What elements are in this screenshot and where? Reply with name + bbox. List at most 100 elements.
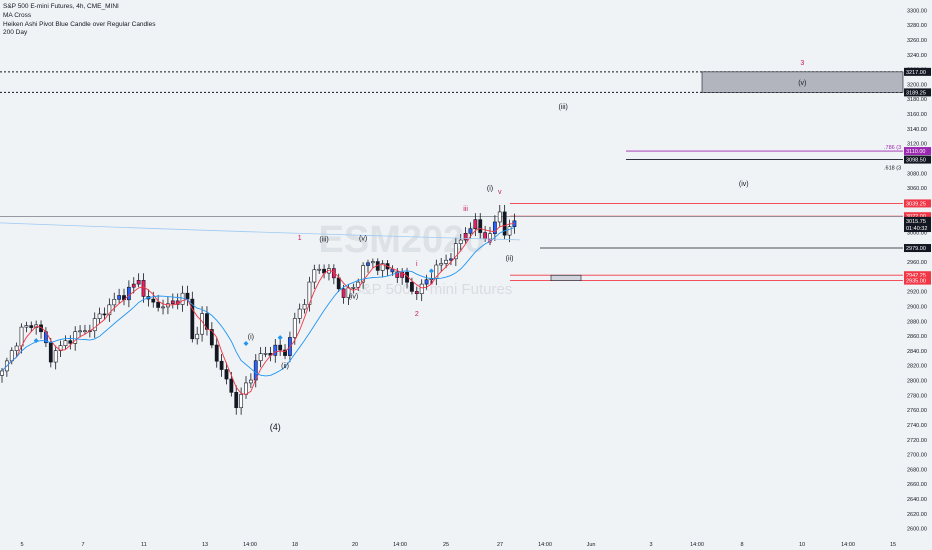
ma-200-line bbox=[0, 222, 521, 241]
candle bbox=[453, 237, 458, 267]
candle bbox=[92, 312, 97, 338]
ma-layer bbox=[0, 222, 521, 395]
price-label-badge: 2979.00 bbox=[904, 244, 931, 253]
price-label-bg bbox=[904, 88, 931, 97]
price-tick-label: 2840.00 bbox=[907, 349, 927, 355]
candle-body bbox=[239, 394, 244, 409]
candle-body bbox=[131, 283, 136, 288]
time-tick-label: 14:00 bbox=[538, 542, 552, 548]
fib-label: .618 (3 bbox=[884, 166, 901, 172]
price-label-bg bbox=[904, 147, 931, 156]
price-axis[interactable]: 2600.00 2620.00 2640.00 2660.00 2680.00 2700.… bbox=[904, 8, 931, 533]
candle-body bbox=[112, 299, 117, 306]
candle-body bbox=[24, 325, 29, 328]
price-label-badge: 2935.00 bbox=[904, 276, 931, 285]
wave-label: (iv) bbox=[739, 181, 749, 188]
price-tick-label: 2920.00 bbox=[907, 290, 927, 296]
candle-body bbox=[424, 279, 429, 285]
candle-body bbox=[302, 304, 307, 310]
wave-label: (4) bbox=[270, 422, 281, 432]
candle bbox=[239, 387, 244, 415]
time-tick-label: 3 bbox=[649, 542, 652, 548]
candle-body bbox=[19, 326, 24, 347]
indicator-ma-cross[interactable]: MA Cross bbox=[3, 11, 32, 19]
indicator-200-day[interactable]: 200 Day bbox=[3, 29, 28, 37]
candle-body bbox=[317, 268, 322, 271]
candle bbox=[463, 227, 468, 244]
candle bbox=[156, 294, 161, 312]
candle-body bbox=[502, 211, 507, 236]
candle-body bbox=[14, 345, 19, 351]
price-label-bg bbox=[904, 224, 931, 233]
price-label-text: 3110.00 bbox=[906, 149, 925, 155]
price-tick-label: 2780.00 bbox=[907, 393, 927, 399]
candle-body bbox=[273, 344, 278, 356]
time-tick-label: 27 bbox=[497, 542, 503, 548]
price-label-bg bbox=[904, 276, 931, 285]
candle bbox=[234, 385, 239, 415]
ma-cross-marker bbox=[277, 335, 283, 341]
price-label-badge: 3189.25 bbox=[904, 88, 931, 97]
candle-body bbox=[141, 280, 146, 297]
candle bbox=[53, 345, 58, 370]
candle-body bbox=[209, 329, 214, 346]
candle bbox=[273, 338, 278, 363]
chart-title[interactable]: S&P 500 E-mini Futures, 4h, CME_MINI bbox=[3, 3, 119, 10]
candle bbox=[370, 258, 375, 268]
candle bbox=[248, 373, 253, 389]
price-tick-label: 3300.00 bbox=[907, 8, 927, 14]
candle-body bbox=[414, 291, 419, 295]
wave-label: (ii) bbox=[506, 256, 514, 263]
candle-body bbox=[102, 313, 107, 316]
price-tick-label: 2620.00 bbox=[907, 512, 927, 518]
price-tick-label: 2880.00 bbox=[907, 319, 927, 325]
candle bbox=[492, 215, 497, 241]
wave-label: v bbox=[498, 189, 502, 196]
price-label-badge: 3039.25 bbox=[904, 199, 931, 208]
price-tick-label: 3080.00 bbox=[907, 171, 927, 177]
price-label-text: 2979.00 bbox=[906, 246, 926, 252]
candle bbox=[68, 335, 73, 350]
candle bbox=[458, 234, 463, 251]
candle-body bbox=[68, 340, 73, 344]
price-label-bg bbox=[904, 67, 931, 76]
candle-body bbox=[468, 228, 473, 234]
time-axis[interactable]: 5 7 11 13 14:00 18 20 14:00 25 27 14:00 Jun 3 14:00 8 1… bbox=[20, 542, 896, 548]
candle-body bbox=[312, 269, 317, 283]
candle-body bbox=[278, 344, 283, 351]
chart-legend: S&P 500 E-mini Futures, 4h, CME_MINI MA … bbox=[3, 3, 155, 38]
candle bbox=[302, 299, 307, 314]
price-label-bg bbox=[904, 199, 931, 208]
candle-body bbox=[507, 226, 512, 236]
candle bbox=[263, 346, 268, 358]
price-label-text: 2942.25 bbox=[906, 273, 926, 279]
candle bbox=[190, 291, 195, 343]
wave-label: (iii) bbox=[319, 236, 328, 243]
candle-body bbox=[283, 349, 287, 356]
price-tick-label: 2960.00 bbox=[907, 260, 927, 266]
levels-layer: .786 (3 .618 (3 bbox=[0, 71, 904, 282]
candle-body bbox=[492, 221, 497, 234]
wave-label: iii bbox=[463, 206, 468, 213]
indicator-heiken-ashi[interactable]: Heiken Ashi Pivot Blue Candle over Regul… bbox=[3, 20, 156, 28]
candle-body bbox=[107, 304, 112, 316]
candle-body bbox=[483, 232, 488, 240]
time-tick-label: 14:00 bbox=[841, 542, 855, 548]
candle-body bbox=[463, 232, 468, 241]
price-tick-label: 3060.00 bbox=[907, 186, 927, 192]
price-tick-label: 2680.00 bbox=[907, 467, 927, 473]
ma-slow-line bbox=[1, 227, 515, 377]
price-tick-label: 3280.00 bbox=[907, 23, 927, 29]
candle-body bbox=[263, 353, 268, 355]
candle bbox=[102, 307, 107, 320]
price-tick-label: 2700.00 bbox=[907, 453, 927, 459]
wave-label: 1 bbox=[298, 235, 302, 242]
time-tick-label: 8 bbox=[740, 542, 743, 548]
wave-label: ii bbox=[430, 279, 434, 286]
candle bbox=[78, 325, 82, 338]
candle-body bbox=[48, 342, 53, 363]
candle bbox=[170, 293, 175, 309]
candle-body bbox=[136, 280, 141, 285]
candle-body bbox=[258, 353, 263, 362]
